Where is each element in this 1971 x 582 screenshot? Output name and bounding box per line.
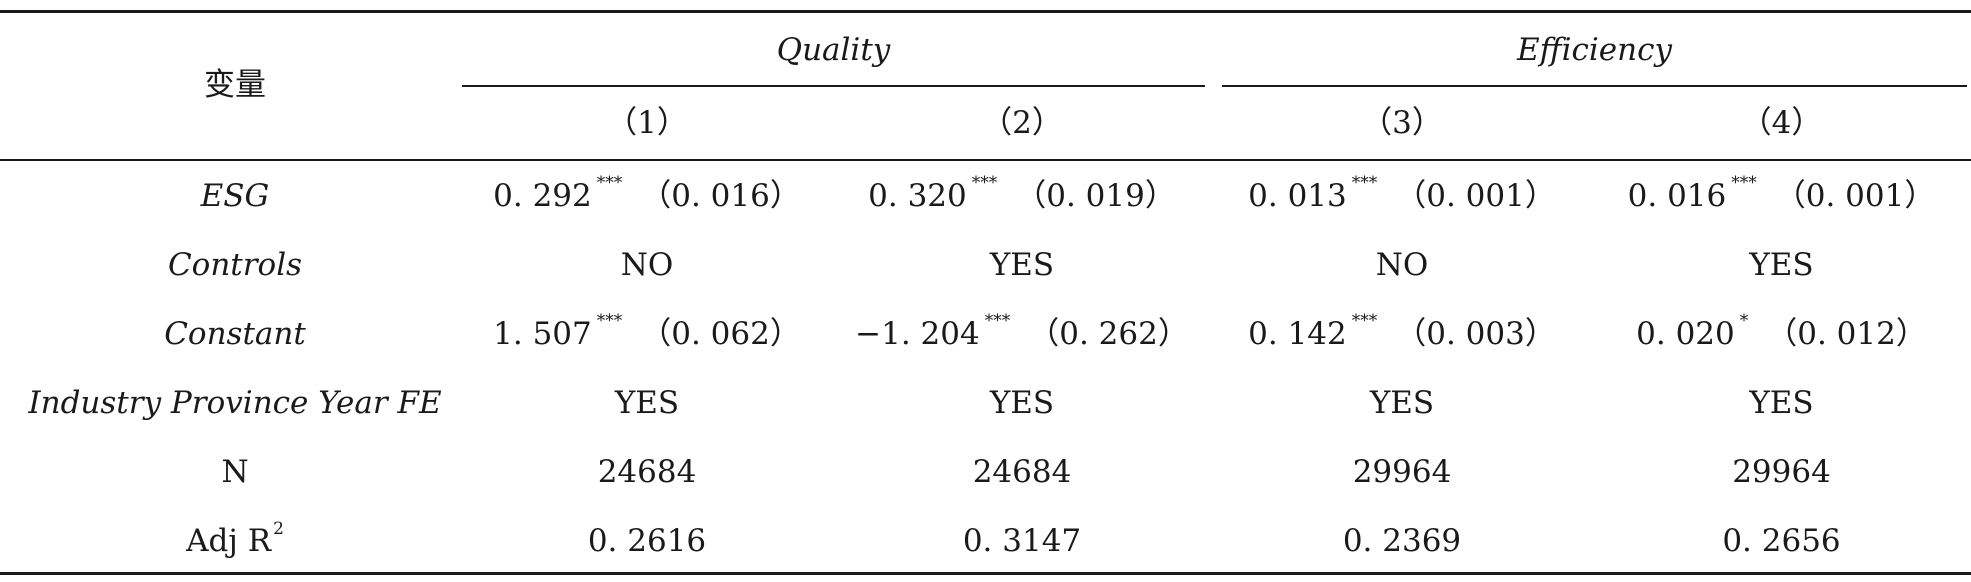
top-rule: [0, 10, 1971, 13]
column-header-3: （3）: [1361, 104, 1443, 141]
column-header-1: （1）: [606, 104, 688, 141]
table-cell: YES: [1369, 384, 1435, 421]
row-label-n: N: [221, 453, 249, 490]
standard-error: （0. 019）: [1015, 177, 1176, 214]
standard-error: （0. 001）: [1774, 177, 1936, 214]
significance-stars: *: [1739, 310, 1749, 331]
standard-error: （0. 001）: [1395, 177, 1556, 214]
row-label-constant: Constant: [164, 315, 306, 352]
group-header-efficiency: Efficiency: [1517, 31, 1672, 68]
efficiency-group-rule: [1222, 85, 1967, 87]
coefficient: 0. 013: [1248, 177, 1347, 214]
table-cell: −1. 204 *** （0. 262）: [832, 310, 1212, 354]
table-cell: NO: [620, 246, 674, 283]
table-cell: NO: [1375, 246, 1429, 283]
bottom-rule: [0, 572, 1971, 575]
significance-stars: ***: [596, 172, 623, 193]
table-cell: 0. 2369: [1342, 522, 1462, 559]
adj-r-label: Adj R: [186, 522, 272, 559]
standard-error: （0. 262）: [1028, 315, 1189, 352]
coefficient: 1. 507: [493, 315, 592, 352]
table-cell: YES: [989, 384, 1055, 421]
coefficient: 0. 016: [1627, 177, 1727, 214]
table-cell: 0. 142 *** （0. 003）: [1212, 310, 1592, 354]
table-cell: 1. 507 *** （0. 062）: [462, 310, 832, 354]
table-cell: YES: [1749, 246, 1814, 283]
superscript-2: 2: [273, 518, 284, 539]
standard-error: （0. 003）: [1395, 315, 1556, 352]
table-cell: 0. 2656: [1722, 522, 1841, 559]
significance-stars: ***: [1351, 310, 1378, 331]
table-cell: YES: [614, 384, 680, 421]
quality-group-rule: [462, 85, 1205, 87]
row-label-fixed-effects: Industry Province Year FE: [28, 384, 442, 421]
table-cell: 29964: [1352, 453, 1452, 490]
column-header-2: （2）: [981, 104, 1063, 141]
table-cell: 24684: [597, 453, 697, 490]
table-cell: YES: [989, 246, 1055, 283]
table-cell: 0. 013 *** （0. 001）: [1212, 172, 1592, 216]
header-rule: [0, 159, 1971, 161]
variable-header: 变量: [204, 66, 266, 103]
table-cell: 0. 020 * （0. 012）: [1592, 310, 1971, 354]
standard-error: （0. 012）: [1766, 315, 1927, 352]
coefficient: −1. 204: [855, 315, 980, 352]
group-header-quality: Quality: [776, 31, 891, 68]
table-cell: 0. 2616: [587, 522, 707, 559]
coefficient: 0. 292: [493, 177, 592, 214]
significance-stars: ***: [984, 310, 1011, 331]
table-cell: 24684: [972, 453, 1072, 490]
significance-stars: ***: [1731, 172, 1757, 193]
coefficient: 0. 320: [868, 177, 967, 214]
standard-error: （0. 062）: [640, 315, 801, 352]
row-label-esg: ESG: [200, 177, 270, 214]
table-cell: 0. 320 *** （0. 019）: [832, 172, 1212, 216]
table-cell: 0. 292 *** （0. 016）: [462, 172, 832, 216]
table-cell: 0. 3147: [962, 522, 1082, 559]
coefficient: 0. 142: [1248, 315, 1347, 352]
significance-stars: ***: [971, 172, 998, 193]
table-cell: 29964: [1732, 453, 1831, 490]
standard-error: （0. 016）: [640, 177, 801, 214]
row-label-controls: Controls: [167, 246, 303, 283]
significance-stars: ***: [596, 310, 623, 331]
significance-stars: ***: [1351, 172, 1378, 193]
column-header-4: （4）: [1740, 104, 1823, 141]
table-cell: 0. 016 *** （0. 001）: [1592, 172, 1971, 216]
table-cell: YES: [1749, 384, 1814, 421]
coefficient: 0. 020: [1636, 315, 1735, 352]
